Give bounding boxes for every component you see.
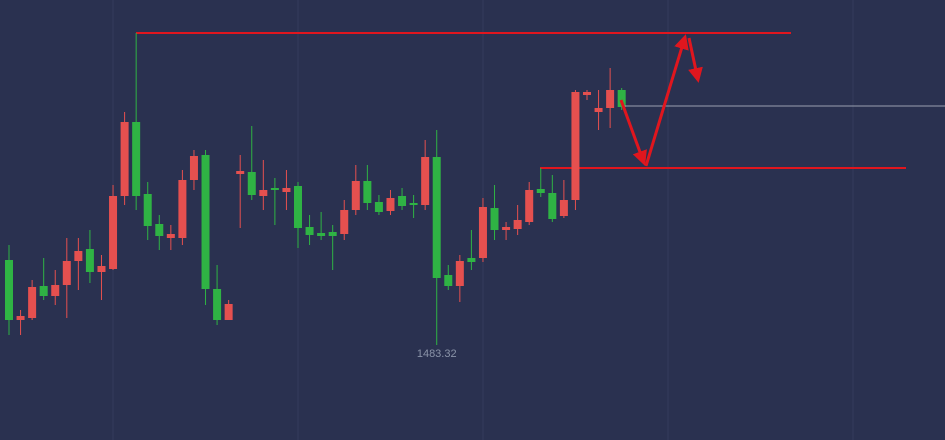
- candle-body: [51, 285, 60, 296]
- candle-body: [455, 261, 464, 286]
- candle-body: [421, 157, 430, 205]
- candle-body: [617, 90, 626, 107]
- candle-body: [5, 260, 13, 320]
- candle-body: [606, 90, 615, 108]
- candle-body: [189, 156, 198, 180]
- candle-body: [409, 203, 418, 205]
- candle-body: [536, 189, 545, 193]
- candle-body: [432, 157, 441, 278]
- candle-body: [16, 316, 25, 320]
- candle-body: [328, 232, 337, 236]
- candle-body: [132, 122, 141, 196]
- candle-body: [120, 122, 129, 196]
- candle-body: [62, 261, 71, 285]
- candle-body: [143, 194, 152, 226]
- candle-body: [39, 286, 48, 296]
- arrow: [687, 37, 703, 83]
- candle-body: [513, 220, 522, 229]
- candle-body: [571, 92, 580, 200]
- candle-body: [502, 227, 511, 230]
- candle-body: [386, 198, 395, 211]
- candle-body: [340, 210, 349, 234]
- candle-body: [247, 172, 256, 195]
- candle-body: [282, 188, 291, 192]
- candle-body: [363, 181, 372, 203]
- candle-body: [525, 190, 534, 222]
- candle-body: [201, 155, 210, 289]
- candle-body: [398, 196, 407, 206]
- candle-body: [259, 190, 268, 196]
- candle-body: [97, 266, 106, 272]
- candle-body: [224, 304, 233, 320]
- candle-body: [166, 234, 175, 238]
- arrows: [619, 34, 703, 167]
- low-label: 1483.32: [417, 348, 457, 360]
- candle-body: [444, 275, 453, 286]
- candle-body: [594, 108, 603, 112]
- candle-body: [583, 92, 591, 95]
- plot: 1483.32: [5, 32, 945, 360]
- candle-body: [490, 208, 499, 230]
- candle-body: [178, 180, 187, 238]
- candle-body: [351, 181, 360, 210]
- candle-body: [85, 249, 94, 272]
- candle-body: [74, 251, 83, 261]
- candle-body: [374, 202, 383, 212]
- candle-body: [559, 200, 568, 216]
- candle-body: [305, 227, 314, 235]
- arrow: [619, 99, 647, 166]
- candle-body: [109, 196, 118, 269]
- arrow: [644, 34, 689, 167]
- candle-body: [548, 193, 557, 219]
- candle-body: [213, 289, 222, 320]
- candle-body: [155, 224, 164, 236]
- candle-body: [28, 287, 37, 318]
- candle-body: [467, 258, 476, 262]
- candle-body: [270, 188, 279, 190]
- candle-body: [317, 233, 326, 236]
- candle-body: [478, 207, 487, 258]
- candle-body: [236, 171, 245, 174]
- candle-body: [294, 186, 302, 228]
